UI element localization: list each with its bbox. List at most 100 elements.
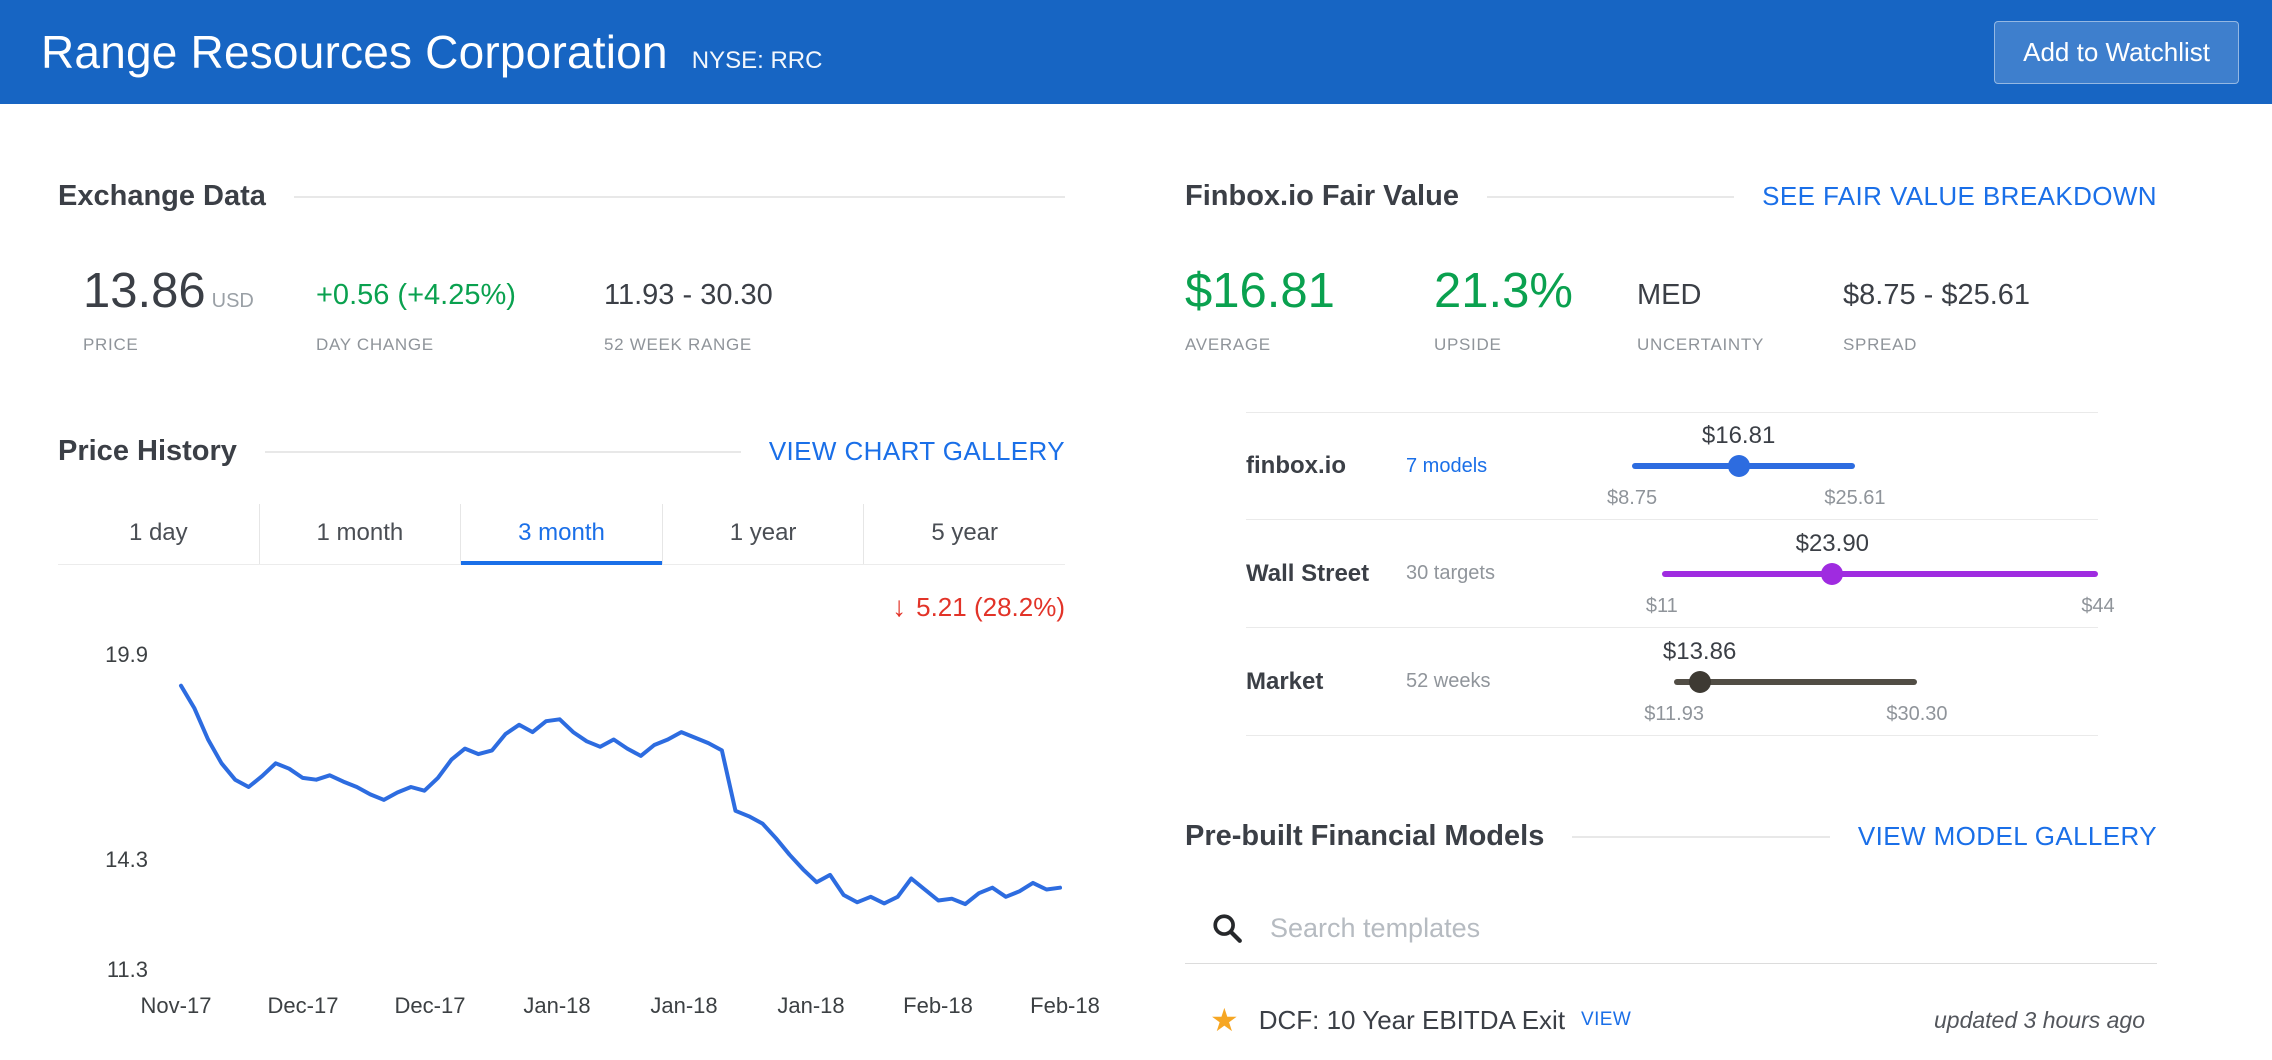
y-axis: 19.9 14.3 11.3 <box>58 637 176 983</box>
fair-value-column: Finbox.io Fair Value SEE FAIR VALUE BREA… <box>1185 180 2157 1036</box>
down-arrow-icon: ↓ <box>892 591 907 622</box>
models-heading: Pre-built Financial Models <box>1185 820 1545 852</box>
x-axis-tick-label: Jan-18 <box>523 993 591 1018</box>
search-icon <box>1210 911 1244 945</box>
spread-value: $8.75 - $25.61 <box>1843 279 2031 311</box>
see-fair-value-breakdown-link[interactable]: SEE FAIR VALUE BREAKDOWN <box>1762 181 2157 211</box>
fair-value-row-wall-street: Wall Street 30 targets $23.90 $11 $44 <box>1246 520 2115 628</box>
fair-value-row-finbox: finbox.io 7 models $16.81 $8.75 $25.61 <box>1246 412 2098 520</box>
fair-value-rows: finbox.io 7 models $16.81 $8.75 $25.61 W… <box>1246 412 2115 736</box>
day-change-stat: +0.56 (+4.25%) DAY CHANGE <box>316 279 604 355</box>
uncertainty-label: UNCERTAINTY <box>1637 335 1765 354</box>
slider-min-label: $11.93 <box>1644 702 1704 725</box>
tab-3-month[interactable]: 3 month <box>461 504 663 565</box>
models-header: Pre-built Financial Models VIEW MODEL GA… <box>1185 820 2157 853</box>
upside-label: UPSIDE <box>1434 335 1502 354</box>
main-content: Exchange Data 13.86 USD PRICE +0.56 (+4.… <box>0 180 2272 1036</box>
slider-max-label: $30.30 <box>1886 702 1948 725</box>
y-axis-tick-label: 11.3 <box>106 957 148 983</box>
tab-1-month[interactable]: 1 month <box>260 504 462 564</box>
slider-line <box>1601 455 2098 477</box>
view-chart-gallery-link[interactable]: VIEW CHART GALLERY <box>768 436 1065 466</box>
slider-min-label: $8.75 <box>1607 487 1658 509</box>
slider-min-label: $11 <box>1645 594 1678 617</box>
fair-value-header: Finbox.io Fair Value SEE FAIR VALUE BREA… <box>1185 180 2157 213</box>
y-axis-tick-label: 19.9 <box>105 642 148 668</box>
price-line-chart <box>178 683 1063 907</box>
average-value: $16.81 <box>1185 264 1335 318</box>
price-label: PRICE <box>83 335 139 354</box>
tab-1-day[interactable]: 1 day <box>58 504 260 564</box>
ticker-label: NYSE: RRC <box>691 47 823 74</box>
fair-value-slider-wall-street: $23.90 $11 $44 <box>1601 524 2115 624</box>
day-change-label: DAY CHANGE <box>316 335 434 354</box>
x-axis-tick-label: Feb-18 <box>1030 993 1100 1018</box>
favorite-star-icon[interactable]: ★ <box>1210 1002 1239 1038</box>
targets-count-label: 30 targets <box>1406 562 1495 584</box>
slider-value-label: $13.86 <box>1662 637 1737 665</box>
week-range-value: 11.93 - 30.30 <box>604 279 773 311</box>
exchange-data-column: Exchange Data 13.86 USD PRICE +0.56 (+4.… <box>58 180 1100 1036</box>
x-axis-tick-label: Dec-17 <box>394 993 466 1018</box>
price-history-tabs: 1 day 1 month 3 month 1 year 5 year <box>58 504 1065 565</box>
x-axis-tick-label: Nov-17 <box>140 993 212 1018</box>
template-search-bar <box>1185 897 2157 964</box>
average-label: AVERAGE <box>1185 335 1271 354</box>
fair-value-source-name: Market <box>1246 667 1324 695</box>
models-count-link[interactable]: 7 models <box>1406 454 1488 477</box>
fair-value-row-market: Market 52 weeks $13.86 $11.93 $30.30 <box>1246 628 2098 736</box>
fair-value-slider-market: $13.86 $11.93 $30.30 <box>1601 632 2098 732</box>
divider <box>1572 835 1830 838</box>
price-value: 13.86 <box>83 264 206 318</box>
uncertainty-value: MED <box>1637 279 1702 311</box>
x-axis-tick-label: Dec-17 <box>267 993 339 1018</box>
y-axis-tick-label: 14.3 <box>105 847 148 873</box>
fair-value-heading: Finbox.io Fair Value <box>1185 180 1459 212</box>
slider-max-label: $44 <box>2081 594 2115 617</box>
divider <box>264 450 741 453</box>
divider <box>1486 195 1735 198</box>
model-view-link[interactable]: VIEW <box>1581 1009 1632 1030</box>
spread-label: SPREAD <box>1843 335 1918 354</box>
exchange-data-heading: Exchange Data <box>58 180 266 212</box>
model-title: DCF: 10 Year EBITDA Exit <box>1258 1004 1566 1035</box>
slider-line <box>1601 670 2098 693</box>
x-axis-tick-label: Jan-18 <box>777 993 845 1018</box>
week-range-stat: 11.93 - 30.30 52 WEEK RANGE <box>604 279 773 355</box>
price-currency: USD <box>211 290 254 312</box>
day-change-value: +0.56 (+4.25%) <box>316 279 516 311</box>
model-updated-text: updated 3 hours ago <box>1933 1006 2145 1033</box>
tab-1-year[interactable]: 1 year <box>663 504 865 564</box>
add-to-watchlist-button[interactable]: Add to Watchlist <box>1994 20 2239 84</box>
slider-max-label: $25.61 <box>1824 487 1886 509</box>
view-model-gallery-link[interactable]: VIEW MODEL GALLERY <box>1857 821 2157 851</box>
tab-5-year[interactable]: 5 year <box>931 519 999 546</box>
chart-plot-area <box>176 637 1065 981</box>
period-decline: ↓ 5.21 (28.2%) <box>58 591 1065 623</box>
price-stat: 13.86 USD PRICE <box>83 263 316 355</box>
price-history-chart: 19.9 14.3 11.3 <box>58 637 1065 983</box>
uncertainty-stat: MED UNCERTAINTY <box>1637 279 1843 355</box>
exchange-data-stats: 13.86 USD PRICE +0.56 (+4.25%) DAY CHANG… <box>58 263 1065 355</box>
slider-handle[interactable] <box>1821 562 1844 585</box>
slider-value-label: $23.90 <box>1795 529 1870 557</box>
exchange-data-header: Exchange Data <box>58 180 1065 213</box>
search-templates-input[interactable] <box>1268 911 2155 945</box>
average-stat: $16.81 AVERAGE <box>1185 263 1434 355</box>
price-history-heading: Price History <box>58 435 237 467</box>
x-axis: Nov-17 Dec-17 Dec-17 Jan-18 Jan-18 Jan-18 Feb-… <box>141 993 1100 1023</box>
slider-track <box>1661 570 2098 577</box>
slider-handle[interactable] <box>1727 455 1750 477</box>
divider <box>293 195 1065 198</box>
fair-value-slider-finbox: $16.81 $8.75 $25.61 <box>1601 416 2098 516</box>
upside-stat: 21.3% UPSIDE <box>1434 263 1637 355</box>
fair-value-source-name: finbox.io <box>1246 452 1346 479</box>
decline-value: 5.21 (28.2%) <box>916 592 1065 622</box>
slider-handle[interactable] <box>1688 670 1711 693</box>
upside-value: 21.3% <box>1434 264 1573 318</box>
slider-track <box>1674 678 1917 685</box>
slider-value-label: $16.81 <box>1701 422 1776 449</box>
slider-line <box>1601 562 2098 585</box>
weeks-count-label: 52 weeks <box>1406 670 1491 692</box>
spread-stat: $8.75 - $25.61 SPREAD <box>1843 279 2030 355</box>
